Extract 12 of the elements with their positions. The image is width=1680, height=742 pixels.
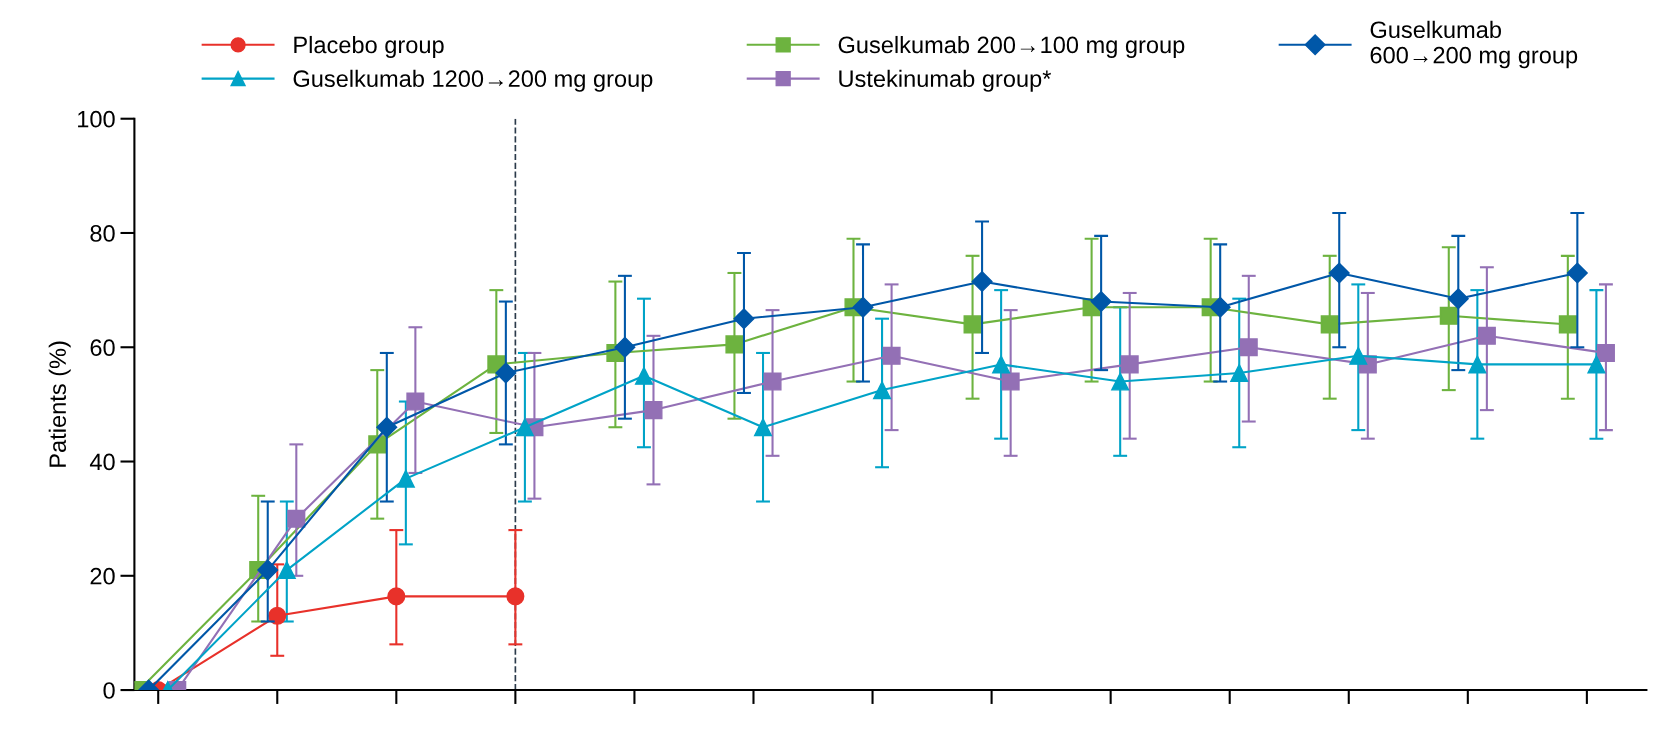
y-tick-label: 40	[89, 453, 115, 471]
y-tick-label: 60	[90, 339, 115, 357]
legend-label: Guselkumab 600→200 mg group	[1370, 20, 1578, 69]
legend-label: Guselkumab 200→100 mg group	[838, 35, 1185, 58]
y-tick-label: 0	[103, 682, 115, 699]
y-tick-label: 20	[90, 567, 115, 585]
legend-label: Ustekinumab group*	[839, 69, 1052, 92]
y-tick-label: 80	[90, 225, 115, 242]
legend-label: Placebo group	[294, 35, 444, 58]
y-tick-label: 100	[78, 110, 115, 128]
legend-label: Guselkumab 1200→200 mg group	[293, 69, 653, 92]
y-axis-title: Patients (%)	[48, 341, 71, 467]
